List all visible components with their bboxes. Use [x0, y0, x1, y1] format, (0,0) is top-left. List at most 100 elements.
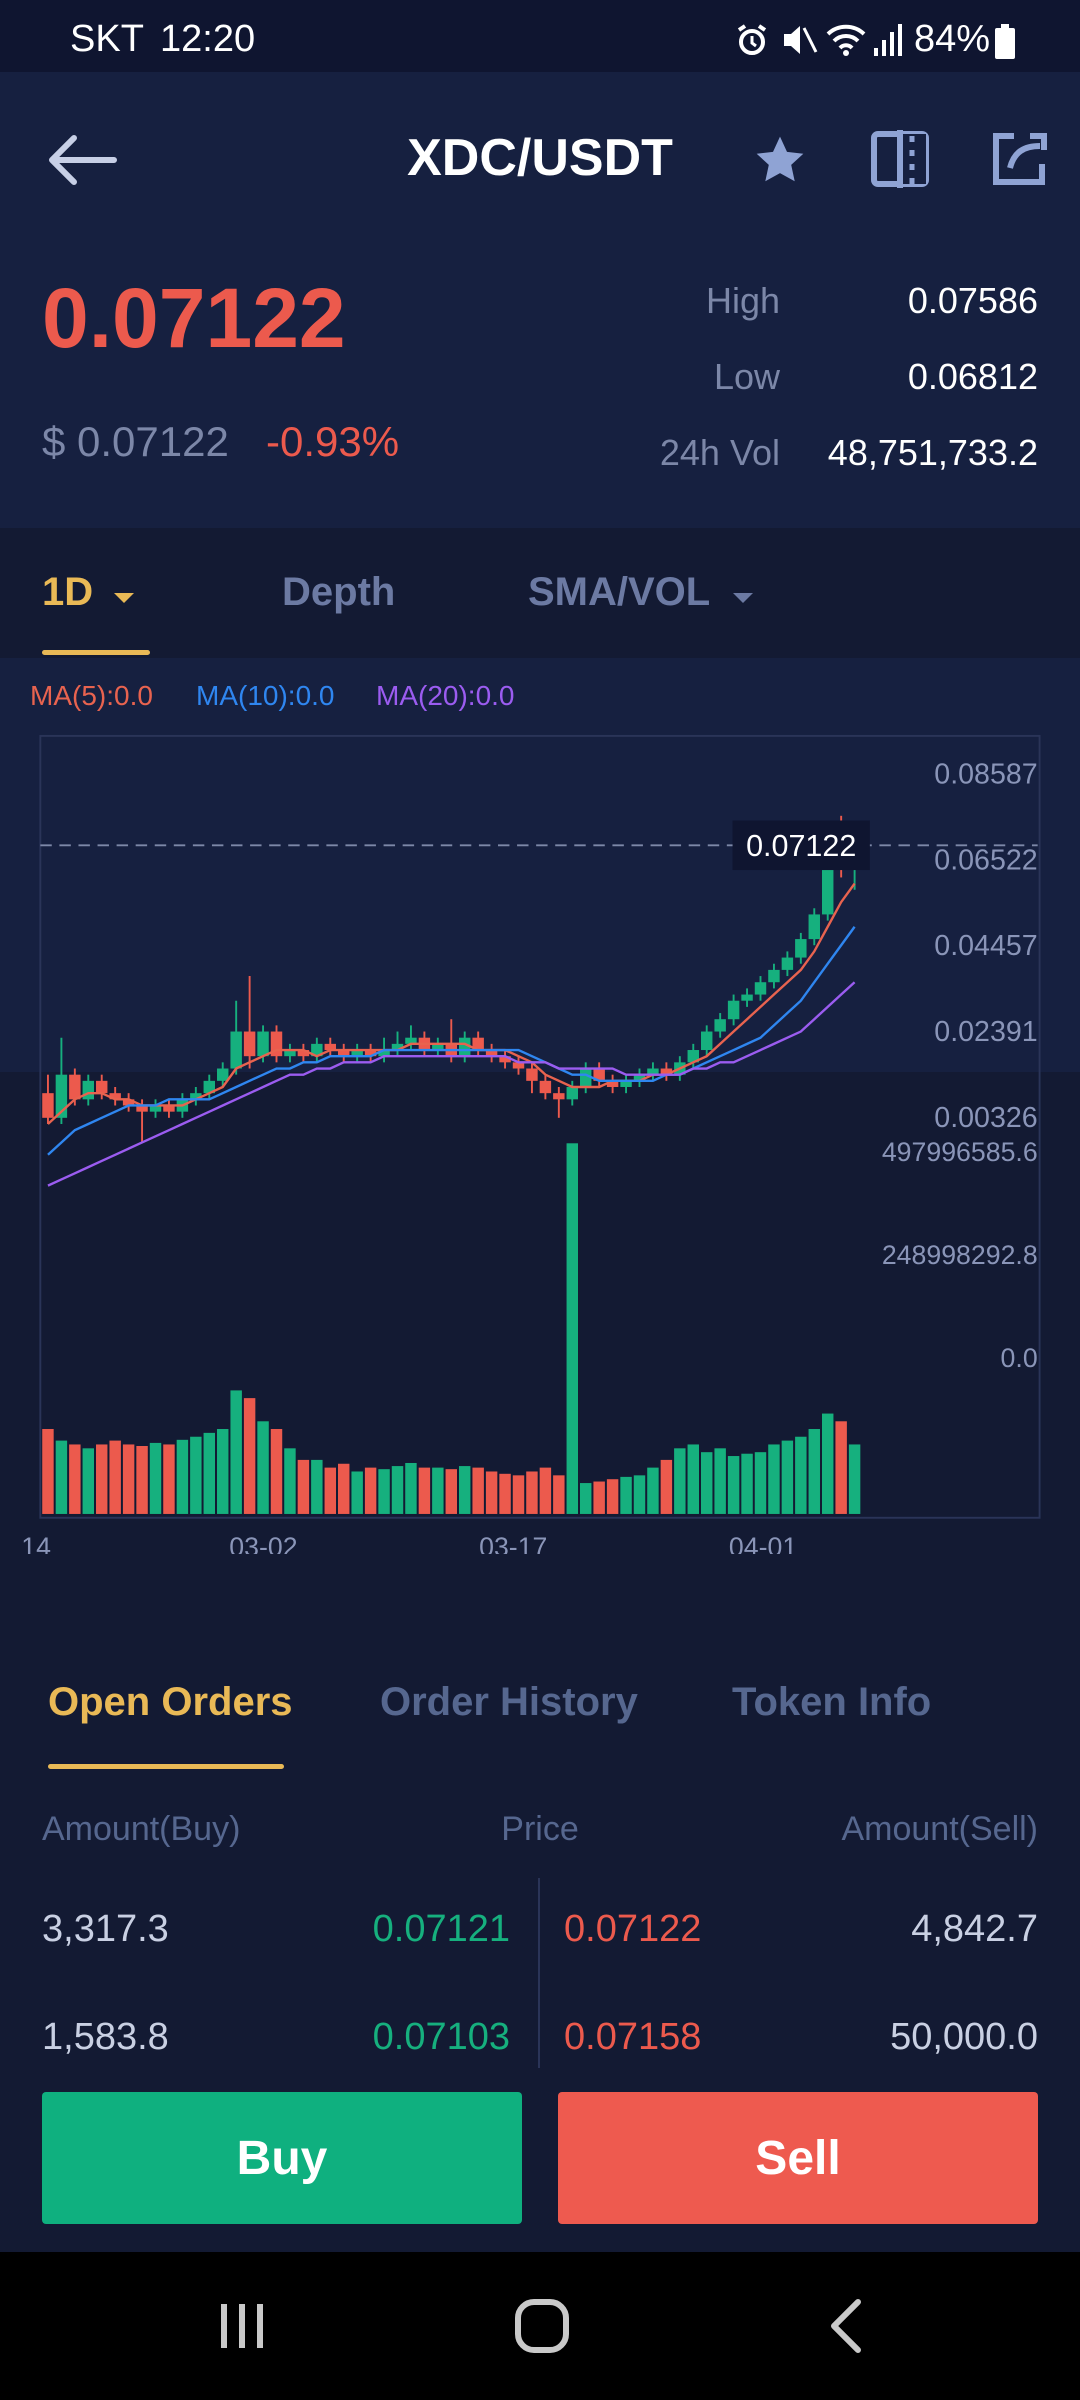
order-row[interactable]: 3,317.3 0.07121 0.07122 4,842.7	[0, 1908, 1080, 1968]
alarm-icon	[734, 22, 770, 58]
candle	[553, 1093, 565, 1100]
buy-button[interactable]: Buy	[42, 2092, 522, 2224]
volume-bar	[674, 1448, 686, 1514]
volume-axis-label: 248998292.8	[882, 1240, 1038, 1270]
candle	[55, 1074, 68, 1118]
recent-apps-icon[interactable]	[214, 2298, 270, 2354]
volume-bar	[297, 1459, 310, 1514]
candle	[96, 1080, 108, 1094]
volume-bar	[620, 1476, 632, 1514]
volume-bar	[714, 1448, 726, 1514]
tab-depth[interactable]: Depth	[282, 570, 396, 614]
vol-label: 24h Vol	[659, 432, 780, 473]
volume-bar	[848, 1444, 861, 1514]
share-icon[interactable]	[990, 130, 1048, 188]
compare-icon[interactable]	[870, 128, 930, 190]
volume-bar	[190, 1436, 202, 1514]
volume-bar	[432, 1467, 444, 1514]
candle	[243, 1031, 256, 1057]
volume-bar	[499, 1473, 511, 1514]
last-price: 0.07122	[42, 271, 346, 365]
candle	[821, 840, 834, 915]
volume-bar	[700, 1452, 713, 1514]
volume-bar	[149, 1442, 162, 1514]
buy-price: 0.07121	[372, 1908, 510, 1950]
candle	[257, 1031, 269, 1057]
candle	[284, 1050, 296, 1057]
candle	[512, 1062, 525, 1069]
candle	[566, 1087, 578, 1100]
volume-bar	[633, 1475, 646, 1514]
kline-chart[interactable]: 0.071220.085870.065220.044570.023910.003…	[14, 734, 1064, 1554]
volume-bar	[82, 1448, 95, 1514]
volume-bar	[539, 1467, 552, 1514]
volume-bar	[660, 1459, 673, 1514]
back-icon[interactable]	[822, 2296, 872, 2356]
candle	[472, 1037, 484, 1051]
sell-amount: 4,842.7	[911, 1908, 1038, 1950]
candle	[122, 1099, 135, 1106]
candle	[338, 1050, 350, 1057]
caret-down-icon	[114, 593, 135, 603]
chart-frame	[39, 734, 1041, 1519]
volume-bar	[243, 1398, 256, 1514]
candle	[485, 1050, 498, 1057]
vol-value: 48,751,733.2	[827, 432, 1038, 473]
tab-indicators[interactable]: SMA/VOL	[528, 570, 755, 615]
candle	[795, 939, 807, 958]
tab-order-history[interactable]: Order History	[380, 1680, 638, 1724]
candle	[593, 1068, 605, 1081]
clock: 12:20	[160, 18, 256, 60]
battery-percent: 84%	[914, 18, 991, 60]
candle	[82, 1080, 95, 1100]
sell-price: 0.07122	[564, 1908, 702, 1950]
candle	[311, 1043, 323, 1057]
candle	[808, 914, 820, 940]
volume-bar	[338, 1463, 350, 1514]
x-axis-label: 14	[21, 1532, 51, 1554]
volume-bar	[445, 1469, 457, 1514]
book-divider	[538, 1878, 540, 2068]
price-change: -0.93%	[266, 418, 400, 465]
chart-tabs	[0, 528, 1080, 658]
sell-amount: 50,000.0	[890, 2016, 1038, 2058]
volume-bar	[821, 1413, 834, 1514]
order-row[interactable]: 1,583.8 0.07103 0.07158 50,000.0	[0, 2016, 1080, 2076]
buy-amount: 3,317.3	[42, 1908, 169, 1950]
tab-indicators-label: SMA/VOL	[528, 570, 710, 614]
volume-bar	[324, 1467, 337, 1514]
volume-bar	[727, 1456, 740, 1514]
high-label: High	[705, 280, 780, 321]
tab-open-orders[interactable]: Open Orders	[48, 1680, 293, 1724]
candle	[109, 1093, 121, 1100]
tab-interval[interactable]: 1D	[42, 570, 136, 615]
candle	[660, 1068, 673, 1075]
candle	[230, 1031, 242, 1069]
price-axis-label: 0.00326	[934, 1102, 1037, 1134]
x-axis-label: 03-02	[229, 1532, 297, 1554]
volume-bar	[176, 1439, 189, 1514]
volume-bar	[687, 1444, 699, 1514]
ma5-line	[47, 882, 856, 1125]
volume-bar	[835, 1421, 847, 1514]
home-icon[interactable]	[512, 2296, 572, 2356]
tab-token-info[interactable]: Token Info	[732, 1680, 932, 1724]
volume-axis-label: 0.0	[1001, 1343, 1038, 1373]
volume-bar	[580, 1483, 592, 1514]
candle	[163, 1105, 175, 1112]
candle	[270, 1031, 283, 1057]
arrow-left-icon[interactable]	[44, 130, 120, 190]
low-value: 0.06812	[907, 356, 1038, 397]
volume-bar	[69, 1444, 81, 1514]
volume-bar	[257, 1421, 269, 1514]
candle	[391, 1043, 404, 1051]
col-amount-sell: Amount(Sell)	[841, 1810, 1038, 1848]
volume-bar	[55, 1440, 68, 1514]
candle	[754, 982, 767, 995]
candle	[324, 1043, 337, 1051]
candle	[727, 1000, 740, 1020]
sell-button[interactable]: Sell	[558, 2092, 1038, 2224]
battery-icon	[994, 24, 1016, 60]
buy-amount: 1,583.8	[42, 2016, 169, 2058]
star-icon[interactable]	[752, 132, 808, 188]
